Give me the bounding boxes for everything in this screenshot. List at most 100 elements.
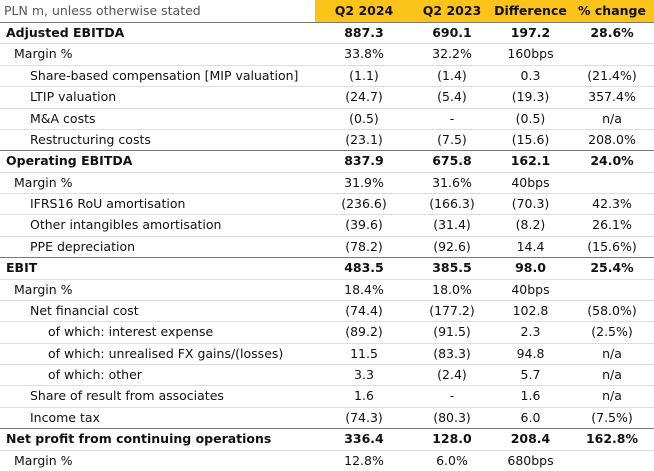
row-value: 2.3: [520, 324, 541, 340]
table-row: [0, 107, 654, 129]
table-row: [0, 257, 654, 278]
row-value: (8.2): [515, 217, 546, 233]
row-value: (0.5): [515, 110, 546, 126]
row-label: Operating EBITDA: [6, 153, 133, 169]
row-value: (7.5%): [591, 409, 633, 425]
row-value: -: [449, 110, 455, 126]
column-header: Q2 2023: [413, 0, 491, 22]
row-label: Margin %: [14, 452, 73, 468]
column-header: Difference: [491, 0, 570, 22]
table-row: [0, 235, 654, 257]
row-value: 33.8%: [344, 46, 384, 62]
row-value: (74.4): [345, 302, 383, 318]
row-value: 837.9: [344, 153, 384, 169]
row-value: 675.8: [432, 153, 472, 169]
row-value: n/a: [602, 388, 622, 404]
table-row: [0, 214, 654, 235]
row-value: (15.6): [511, 131, 550, 147]
row-value: 385.5: [432, 260, 472, 276]
row-value: (91.5): [433, 324, 471, 340]
row-value: 357.4%: [588, 89, 636, 105]
row-value: (2.5%): [591, 324, 633, 340]
row-value: 160bps: [507, 46, 554, 62]
row-label: Share-based compensation [MIP valuation]: [30, 67, 299, 83]
table-row: [0, 364, 654, 385]
row-label: Adjusted EBITDA: [6, 25, 125, 40]
row-label: IFRS16 RoU amortisation: [30, 196, 186, 212]
row-value: 162.1: [510, 153, 551, 169]
table-row: [0, 278, 654, 300]
row-value: (89.2): [345, 324, 383, 340]
table-row: [0, 193, 654, 214]
table-row: [0, 428, 654, 449]
row-value: 40bps: [511, 281, 550, 297]
table-row: [0, 299, 654, 321]
row-value: 18.0%: [432, 281, 472, 297]
row-label: of which: unrealised FX gains/(losses): [48, 345, 284, 361]
table-row: [0, 449, 654, 471]
row-value: (78.2): [345, 238, 383, 254]
row-value: (2.4): [437, 367, 467, 383]
row-value: 31.9%: [344, 174, 384, 190]
row-label: M&A costs: [30, 110, 96, 126]
row-value: 28.6%: [590, 25, 634, 40]
row-label: Margin %: [14, 281, 73, 297]
row-value: (39.6): [345, 217, 383, 233]
row-label: Income tax: [30, 409, 100, 425]
row-value: 5.7: [520, 367, 541, 383]
row-value: (177.2): [429, 302, 475, 318]
row-value: 208.4: [510, 431, 551, 447]
row-value: 26.1%: [592, 217, 632, 233]
row-value: 128.0: [432, 431, 472, 447]
row-value: 1.6: [354, 388, 374, 404]
row-value: n/a: [602, 367, 622, 383]
row-value: 11.5: [350, 345, 378, 361]
row-value: (19.3): [511, 89, 550, 105]
row-value: 1.6: [520, 388, 541, 404]
row-value: 887.3: [344, 25, 384, 40]
row-value: 3.3: [354, 367, 374, 383]
row-value: 42.3%: [592, 196, 632, 212]
row-value: (74.3): [345, 409, 383, 425]
row-value: (23.1): [345, 131, 383, 147]
row-label: Net financial cost: [30, 302, 139, 318]
row-value: n/a: [602, 110, 622, 126]
row-value: (7.5): [437, 131, 467, 147]
row-label: Net profit from continuing operations: [6, 431, 272, 447]
table-row: [0, 43, 654, 64]
row-value: 6.0: [520, 409, 541, 425]
row-value: 680bps: [507, 452, 554, 468]
row-value: -: [449, 388, 455, 404]
row-label: EBIT: [6, 260, 38, 276]
row-label: Margin %: [14, 174, 73, 190]
column-header: Q2 2024: [315, 0, 413, 22]
row-value: 6.0%: [436, 452, 468, 468]
row-value: 40bps: [511, 174, 550, 190]
row-value: (92.6): [433, 238, 471, 254]
row-value: (24.7): [345, 89, 383, 105]
row-value: (58.0%): [587, 302, 637, 318]
row-value: (1.4): [437, 67, 467, 83]
table-row: [0, 406, 654, 428]
row-value: (5.4): [437, 89, 467, 105]
row-value: (80.3): [433, 409, 471, 425]
row-value: 197.2: [510, 25, 551, 40]
row-value: (1.1): [349, 67, 379, 83]
row-value: (166.3): [429, 196, 475, 212]
row-label: Share of result from associates: [30, 388, 224, 404]
table-row: [0, 385, 654, 406]
row-value: (70.3): [511, 196, 550, 212]
row-label: Other intangibles amortisation: [30, 217, 222, 233]
row-value: (0.5): [349, 110, 379, 126]
row-value: 32.2%: [432, 46, 472, 62]
header-label: PLN m, unless otherwise stated: [4, 3, 201, 18]
row-value: 98.0: [515, 260, 546, 276]
table-row: [0, 150, 654, 171]
table-row: [0, 342, 654, 364]
row-value: (83.3): [433, 345, 471, 361]
table-row: [0, 171, 654, 193]
row-value: 208.0%: [588, 131, 636, 147]
row-label: of which: other: [48, 367, 142, 383]
table-row: [0, 86, 654, 107]
row-value: 0.3: [520, 67, 541, 83]
